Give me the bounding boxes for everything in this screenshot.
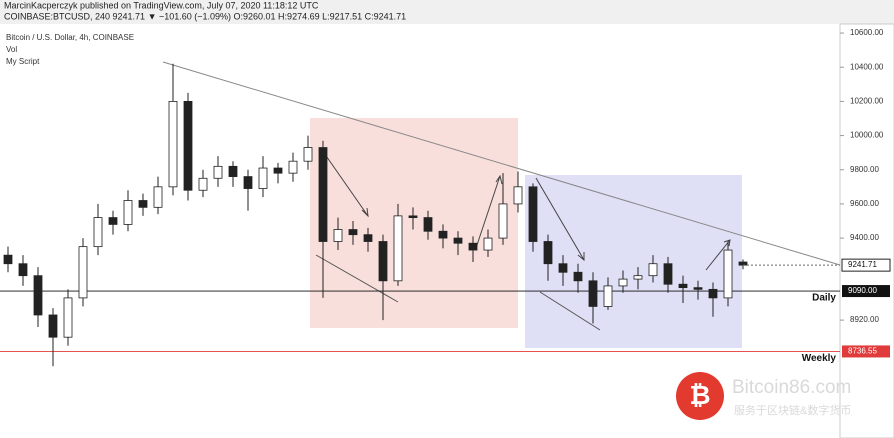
candle-body bbox=[483, 237, 493, 251]
y-tick-label: 9400.00 bbox=[850, 233, 879, 242]
candle-body bbox=[378, 241, 388, 282]
candle-body bbox=[633, 275, 643, 280]
candle-body bbox=[198, 177, 208, 191]
candle-body bbox=[243, 176, 253, 189]
candle-body bbox=[363, 234, 373, 242]
candle-body bbox=[438, 230, 448, 239]
y-tick-label: 10200.00 bbox=[850, 97, 884, 106]
trend-line bbox=[162, 61, 841, 266]
level-label: 8736.55 bbox=[848, 347, 877, 356]
candle-body bbox=[258, 167, 268, 189]
candle-body bbox=[408, 215, 418, 218]
candle-body bbox=[648, 263, 658, 277]
range-box bbox=[310, 118, 518, 328]
candle-body bbox=[528, 186, 538, 242]
candle-body bbox=[693, 287, 703, 290]
level-name: Weekly bbox=[802, 353, 837, 364]
candle-body bbox=[213, 165, 223, 179]
candle-body bbox=[273, 167, 283, 174]
y-axis-panel bbox=[839, 23, 894, 438]
y-tick-label: 8920.00 bbox=[850, 315, 879, 324]
candle-body bbox=[543, 241, 553, 265]
legend-item: My Script bbox=[6, 57, 40, 66]
candle-body bbox=[168, 101, 178, 188]
candle-body bbox=[498, 203, 508, 239]
candle-body bbox=[558, 263, 568, 273]
header-bar bbox=[0, 0, 894, 24]
candle-body bbox=[678, 283, 688, 289]
candle-body bbox=[228, 165, 238, 177]
last-price-box bbox=[841, 258, 891, 272]
candle-body bbox=[723, 249, 733, 299]
level-label-box bbox=[842, 345, 890, 358]
level-label-box bbox=[842, 285, 890, 298]
level-label: 9090.00 bbox=[848, 286, 877, 295]
candle-body bbox=[663, 263, 673, 285]
candle-body bbox=[3, 254, 13, 265]
watermark-icon: ₿ bbox=[689, 380, 710, 410]
legend-item: Vol bbox=[6, 45, 17, 54]
legend-item: Bitcoin / U.S. Dollar, 4h, COINBASE bbox=[6, 33, 134, 42]
y-tick-label: 10000.00 bbox=[850, 131, 884, 140]
trend-line bbox=[315, 254, 399, 303]
candle-body bbox=[318, 147, 328, 242]
candle-body bbox=[453, 237, 463, 244]
candle-body bbox=[333, 229, 343, 242]
watermark-text: 服务于区块链&数字货币 bbox=[734, 403, 851, 417]
candle-body bbox=[393, 215, 403, 282]
candle-body bbox=[153, 186, 163, 208]
candle-body bbox=[93, 217, 103, 248]
candle-body bbox=[18, 263, 28, 277]
candle-body bbox=[63, 297, 73, 338]
range-box bbox=[525, 175, 742, 348]
candle-body bbox=[573, 271, 583, 282]
candle-body bbox=[138, 200, 148, 208]
candle-body bbox=[78, 246, 88, 299]
watermark-text: Bitcoin86.com bbox=[732, 377, 851, 398]
watermark-logo bbox=[676, 372, 724, 420]
level-name: Daily bbox=[812, 293, 836, 304]
candle-body bbox=[108, 217, 118, 225]
candle-body bbox=[513, 186, 523, 205]
candle-body bbox=[348, 229, 358, 236]
candle-body bbox=[33, 275, 43, 316]
candle-body bbox=[303, 147, 313, 162]
y-tick-label: 9600.00 bbox=[850, 199, 879, 208]
candle-body bbox=[588, 280, 598, 307]
candle-body bbox=[468, 242, 478, 251]
last-price-label: 9241.71 bbox=[848, 260, 877, 269]
candle-body bbox=[423, 217, 433, 232]
y-tick-label: 10600.00 bbox=[850, 28, 884, 37]
ticker-line: COINBASE:BTCUSD, 240 9241.71 ▼ −101.60 (… bbox=[4, 11, 406, 21]
arrows bbox=[321, 149, 731, 271]
trend-line bbox=[539, 291, 601, 331]
y-tick-label: 10400.00 bbox=[850, 62, 884, 71]
candle-body bbox=[183, 101, 193, 191]
header: MarcinKacperczyk published on TradingVie… bbox=[4, 0, 319, 10]
candle-body bbox=[618, 278, 628, 287]
candle-body bbox=[288, 160, 298, 174]
candle-body bbox=[48, 314, 58, 338]
candle-body bbox=[603, 285, 613, 307]
candle-body bbox=[708, 288, 718, 299]
y-tick-label: 9800.00 bbox=[850, 165, 879, 174]
candle-body bbox=[123, 200, 133, 225]
